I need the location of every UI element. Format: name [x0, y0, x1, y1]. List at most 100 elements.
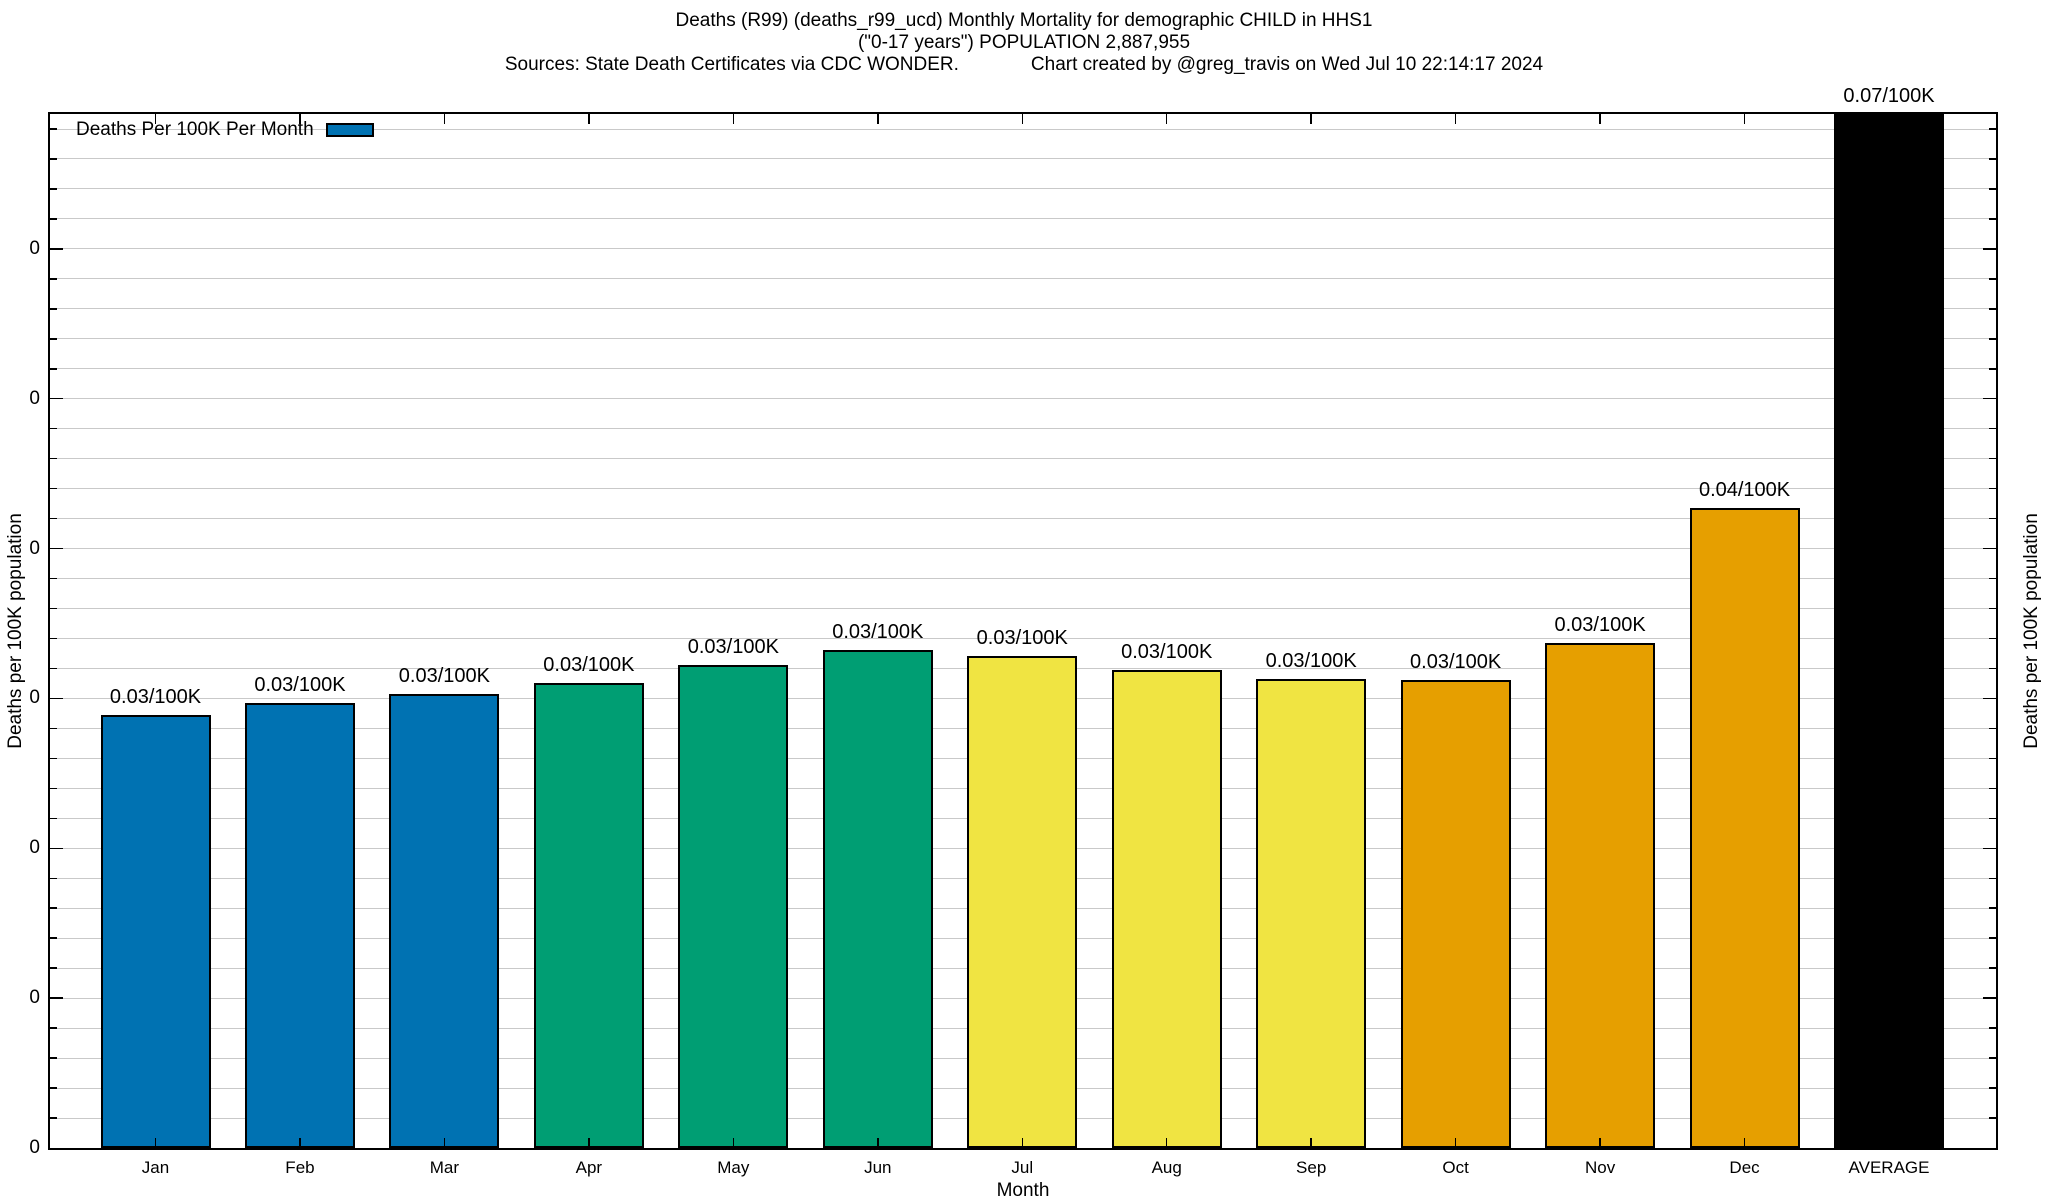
bar-jun [822, 650, 933, 1148]
bar-value-label: 0.03/100K [1410, 651, 1502, 674]
x-tick-top [1743, 114, 1746, 124]
y-minor-tick-right [1989, 338, 1996, 340]
y-tick-label: 0 [29, 387, 40, 409]
y-minor-tick-left [50, 188, 57, 190]
y-minor-tick-left [50, 158, 57, 160]
title-block: Deaths (R99) (deaths_r99_ucd) Monthly Mo… [0, 10, 2048, 76]
y-major-tick-left [50, 248, 63, 250]
gridline [50, 608, 1996, 610]
y-minor-tick-right [1989, 158, 1996, 160]
gridline [50, 248, 1996, 250]
gridline [50, 428, 1996, 430]
y-minor-tick-right [1989, 1057, 1996, 1059]
bar-value-label: 0.03/100K [1554, 614, 1646, 636]
x-tick-bottom [1599, 1138, 1601, 1148]
y-major-tick-right [1983, 397, 1996, 400]
x-tick-top [588, 114, 590, 124]
x-tick-label: Apr [575, 1158, 603, 1177]
x-tick-bottom [1310, 1138, 1312, 1148]
y-major-tick-left [50, 997, 63, 999]
x-tick-bottom [732, 1138, 735, 1148]
gridline [50, 218, 1996, 220]
y-minor-tick-right [1989, 128, 1996, 130]
bar-feb [244, 702, 355, 1148]
gridline [50, 518, 1996, 520]
x-tick-bottom [1888, 1138, 1890, 1148]
y-minor-tick-left [50, 128, 57, 130]
y-minor-tick-right [1989, 1027, 1996, 1029]
y-tick-label: 0 [29, 687, 40, 709]
y-major-tick-left [50, 697, 63, 700]
bar-mar [389, 693, 500, 1148]
y-minor-tick-right [1989, 727, 1996, 730]
bar-value-label: 0.03/100K [1265, 649, 1357, 672]
x-tick-label: Aug [1151, 1158, 1182, 1177]
legend-label: Deaths Per 100K Per Month [76, 119, 314, 140]
gridline [50, 548, 1996, 550]
x-tick-label: Dec [1729, 1158, 1760, 1177]
y-minor-tick-left [50, 817, 57, 820]
y-minor-tick-right [1989, 967, 1996, 969]
y-tick-label: 0 [29, 537, 40, 559]
y-minor-tick-right [1989, 368, 1996, 370]
chart-notes: Sources: State Death Certificates via CD… [0, 54, 2048, 76]
bar-dec [1689, 508, 1800, 1148]
gridline [50, 368, 1996, 370]
y-minor-tick-left [50, 1117, 57, 1119]
y-minor-tick-right [1989, 757, 1996, 760]
y-minor-tick-right [1989, 937, 1996, 939]
y-minor-tick-right [1989, 457, 1996, 460]
bar-jul [967, 656, 1078, 1148]
credit-note: Chart created by @greg_travis on Wed Jul… [1030, 54, 1544, 75]
bar-aug [1111, 669, 1222, 1148]
x-tick-label: Jul [1011, 1158, 1034, 1177]
chart-subtitle: ("0-17 years") POPULATION 2,887,955 [857, 32, 1191, 53]
x-tick-bottom [443, 1138, 446, 1148]
y-tick-label: 0 [29, 237, 40, 259]
bar-value-label: 0.07/100K [1843, 85, 1935, 107]
y-major-tick-right [1983, 248, 1996, 250]
y-minor-tick-left [50, 727, 57, 730]
x-tick-label: Nov [1584, 1158, 1616, 1177]
y-minor-tick-left [50, 787, 57, 790]
x-tick-top [1021, 114, 1023, 124]
x-tick-bottom [1021, 1138, 1023, 1148]
bar-nov [1545, 643, 1656, 1148]
y-major-tick-right [1983, 697, 1996, 700]
bar-oct [1400, 680, 1511, 1148]
y-minor-tick-left [50, 877, 57, 880]
y-minor-tick-right [1989, 517, 1996, 520]
gridline [50, 308, 1996, 310]
plot-area: Deaths Per 100K Per Month 0.03/100K 0.03/… [48, 85, 1998, 1150]
x-tick-top [1310, 114, 1312, 124]
y-major-tick-left [50, 547, 63, 550]
x-tick-bottom [1454, 1138, 1457, 1148]
gridline [50, 278, 1996, 280]
y-minor-tick-left [50, 218, 57, 220]
y-minor-tick-left [50, 577, 57, 580]
y-major-tick-right [1983, 997, 1996, 999]
gridline [50, 488, 1996, 490]
bar-value-label: 0.03/100K [1121, 640, 1213, 663]
y-minor-tick-right [1989, 1087, 1996, 1089]
y-minor-tick-right [1989, 218, 1996, 220]
y-minor-tick-left [50, 457, 57, 460]
y-minor-tick-left [50, 1027, 57, 1029]
y-minor-tick-left [50, 517, 57, 520]
source-note: Sources: State Death Certificates via CD… [504, 54, 959, 75]
y-minor-tick-left [50, 667, 57, 670]
y-minor-tick-left [50, 278, 57, 280]
y-minor-tick-left [50, 757, 57, 760]
x-tick-bottom [1743, 1138, 1746, 1148]
bar-value-label: 0.03/100K [687, 636, 779, 659]
y-tick-label: 0 [29, 1137, 40, 1158]
x-tick-top [732, 114, 735, 124]
y-minor-tick-right [1989, 907, 1996, 909]
y-major-tick-right [1983, 547, 1996, 550]
gridline [50, 188, 1996, 190]
x-tick-label: Feb [285, 1158, 315, 1177]
bar-value-label: 0.03/100K [109, 685, 202, 708]
y-minor-tick-right [1989, 577, 1996, 580]
bar-value-label: 0.03/100K [398, 664, 491, 687]
y-minor-tick-right [1989, 817, 1996, 820]
